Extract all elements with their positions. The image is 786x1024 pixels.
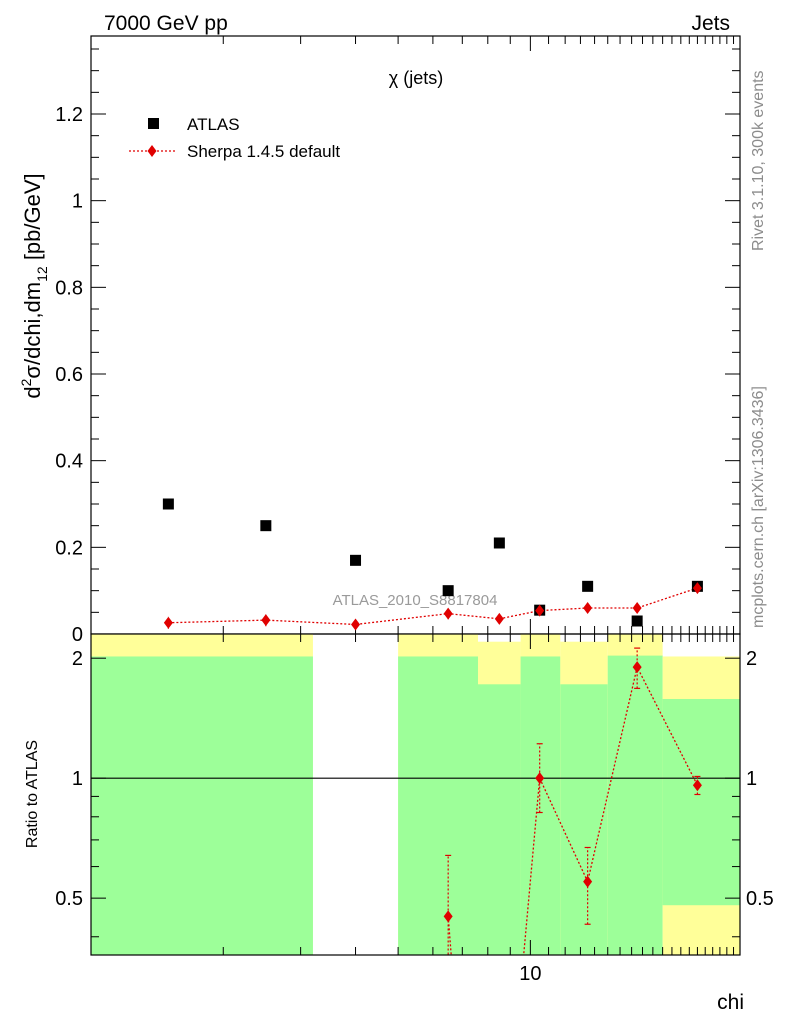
- ratio-band-green: [478, 684, 521, 955]
- sherpa-point: [261, 614, 271, 627]
- ratio-panel: 0.5 0.5 1 1 2 2 10 Ratio to ATLAS chi: [24, 633, 774, 1014]
- ratio-band-green: [398, 656, 479, 955]
- main-y-tick-label: 0.4: [55, 451, 83, 473]
- sherpa-point: [632, 602, 642, 614]
- ratio-point: [535, 772, 545, 785]
- ratio-line-left: [447, 916, 452, 955]
- legend-atlas-label: ATLAS: [187, 115, 240, 134]
- legend-sherpa-label: Sherpa 1.4.5 default: [187, 142, 340, 161]
- sherpa-point: [692, 582, 702, 595]
- ratio-bands: [91, 634, 740, 955]
- sherpa-point: [583, 602, 593, 614]
- atlas-point: [631, 615, 643, 627]
- ratio-data: [443, 647, 702, 955]
- x-tick-label: 10: [519, 963, 541, 985]
- ratio-band-green: [560, 684, 608, 955]
- sherpa-point: [494, 612, 504, 625]
- sherpa-point: [351, 618, 361, 631]
- ratio-point: [632, 661, 642, 674]
- main-ylabel: d2σ/dchi,dm12 [pb/GeV]: [18, 173, 50, 398]
- ratio-y-tick-label: 2: [72, 648, 83, 670]
- ratio-band-green: [607, 655, 663, 955]
- header-left-label: 7000 GeV pp: [104, 12, 228, 35]
- atlas-point: [582, 580, 594, 592]
- main-y-tick-label: 0.8: [55, 277, 83, 299]
- legend-sherpa-marker: [147, 145, 157, 157]
- ratio-y-tick-label-right: 1: [746, 768, 757, 790]
- side-rivet-label: Rivet 3.1.10, 300k events: [750, 70, 767, 251]
- ratio-axis-ticks: 0.5 0.5 1 1 2 2 10: [55, 634, 774, 985]
- ratio-frame: [90, 633, 741, 956]
- ratio-ylabel: Ratio to ATLAS: [24, 740, 41, 848]
- atlas-point: [162, 498, 174, 510]
- ratio-band-green: [91, 656, 313, 955]
- watermark-label: ATLAS_2010_S8817804: [333, 592, 498, 609]
- ratio-y-tick-label-right: 0.5: [746, 888, 774, 910]
- ratio-y-tick-label: 0.5: [55, 888, 83, 910]
- atlas-point: [350, 554, 362, 566]
- ratio-band-green: [520, 656, 561, 955]
- atlas-point: [442, 585, 454, 597]
- main-y-tick-label: 0.6: [55, 364, 83, 386]
- ratio-band-green: [662, 698, 740, 906]
- main-title: χ (jets): [389, 68, 443, 88]
- main-y-tick-label: 1: [72, 191, 83, 213]
- ratio-point: [583, 875, 593, 888]
- ratio-point: [443, 910, 453, 923]
- main-data: [162, 498, 703, 631]
- sherpa-point: [535, 604, 545, 617]
- legend-atlas-marker: [148, 118, 159, 129]
- atlas-point: [493, 537, 505, 549]
- ratio-y-tick-label-right: 2: [746, 648, 757, 670]
- main-y-tick-label: 1.2: [55, 104, 83, 126]
- ratio-y-tick-label: 1: [72, 768, 83, 790]
- x-axis-label: chi: [717, 991, 744, 1014]
- sherpa-point: [443, 607, 453, 620]
- legend: ATLAS Sherpa 1.4.5 default: [129, 115, 340, 161]
- ratio-point: [692, 779, 702, 792]
- main-y-tick-label: 0.2: [55, 537, 83, 559]
- main-y-tick-label: 0: [72, 624, 83, 646]
- sherpa-point: [163, 616, 173, 629]
- atlas-point: [260, 520, 272, 532]
- side-mcplots-label: mcplots.cern.ch [arXiv:1306.3436]: [750, 386, 767, 628]
- header-right-label: Jets: [691, 12, 730, 35]
- main-panel: 0 0.2 0.4 0.6 0.8 1 1.2 χ (jets) ATLAS_2010_S8…: [18, 35, 741, 646]
